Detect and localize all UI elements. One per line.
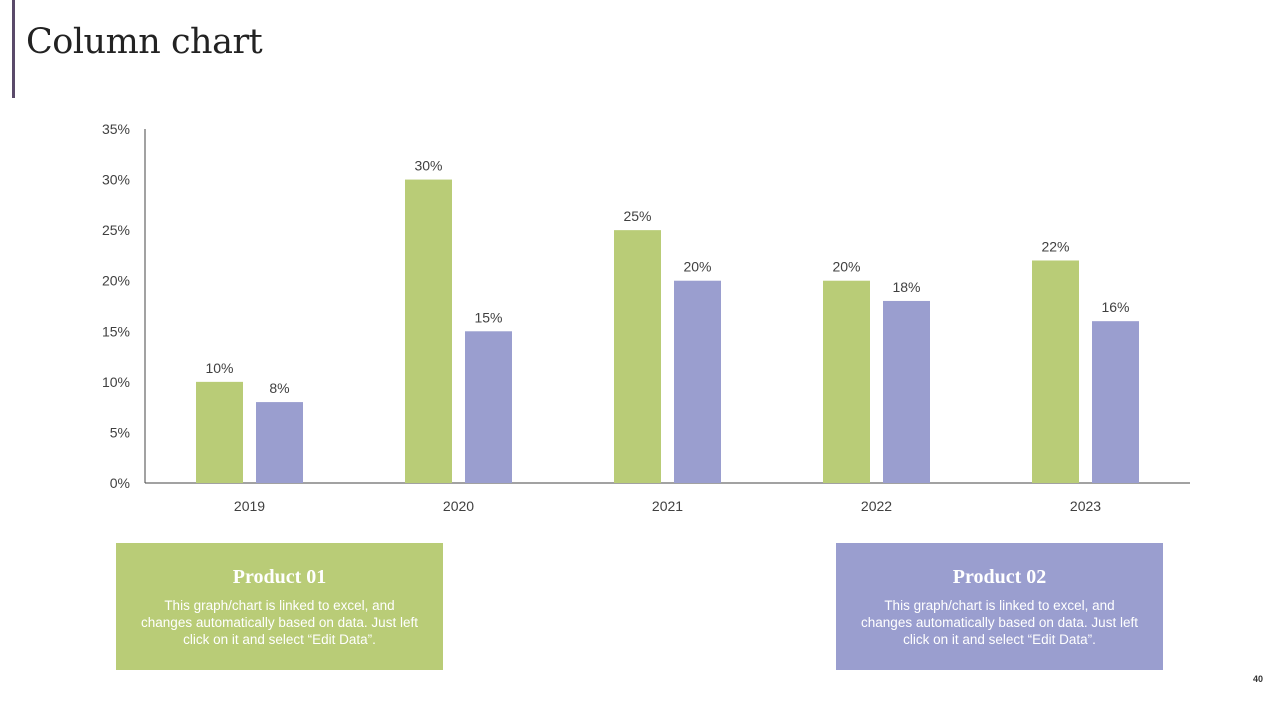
y-tick-label: 15% (102, 323, 130, 339)
page-number: 40 (1253, 674, 1264, 684)
legend-box-product-01: Product 01 This graph/chart is linked to… (116, 543, 443, 670)
column-chart: 0% 5% 10% 15% 20% 25% 30% 35% 2019 10% 8% 2020 30% 15… (102, 121, 1190, 514)
bar-product-02 (256, 402, 303, 483)
bar-product-02 (465, 331, 512, 483)
y-tick-label: 5% (110, 424, 130, 440)
legend-text: This graph/chart is linked to excel, and… (861, 598, 1138, 647)
bar-product-02 (674, 280, 721, 483)
data-label: 15% (474, 309, 502, 325)
y-tick-label: 35% (102, 121, 130, 137)
bar-product-01 (405, 179, 452, 484)
bar-product-01 (614, 230, 661, 483)
data-label: 22% (1041, 238, 1069, 254)
y-tick-label: 20% (102, 273, 130, 289)
bar-product-02 (883, 300, 930, 483)
data-label: 10% (205, 360, 233, 376)
legend-box-product-02: Product 02 This graph/chart is linked to… (836, 543, 1163, 670)
legend-title: Product 02 (952, 566, 1047, 588)
legend-title: Product 01 (232, 566, 327, 588)
y-tick-label: 30% (102, 172, 130, 188)
x-tick-label: 2019 (234, 498, 265, 514)
legend-text: This graph/chart is linked to excel, and… (141, 598, 418, 647)
bar-product-01 (823, 280, 870, 483)
data-label: 16% (1101, 299, 1129, 315)
x-tick-label: 2022 (861, 498, 892, 514)
bar-product-01 (196, 381, 243, 483)
data-label: 20% (832, 259, 860, 275)
data-label: 25% (623, 208, 651, 224)
data-label: 18% (892, 279, 920, 295)
title-accent-bar (12, 0, 15, 98)
x-tick-label: 2020 (443, 498, 474, 514)
y-tick-label: 25% (102, 222, 130, 238)
bar-product-01 (1032, 260, 1079, 483)
page-title: Column chart (26, 22, 263, 62)
x-tick-label: 2021 (652, 498, 683, 514)
x-tick-label: 2023 (1070, 498, 1101, 514)
bar-product-02 (1092, 321, 1139, 483)
y-tick-label: 0% (110, 475, 130, 491)
y-tick-label: 10% (102, 374, 130, 390)
data-label: 20% (683, 259, 711, 275)
data-label: 8% (269, 380, 289, 396)
data-label: 30% (414, 158, 442, 174)
